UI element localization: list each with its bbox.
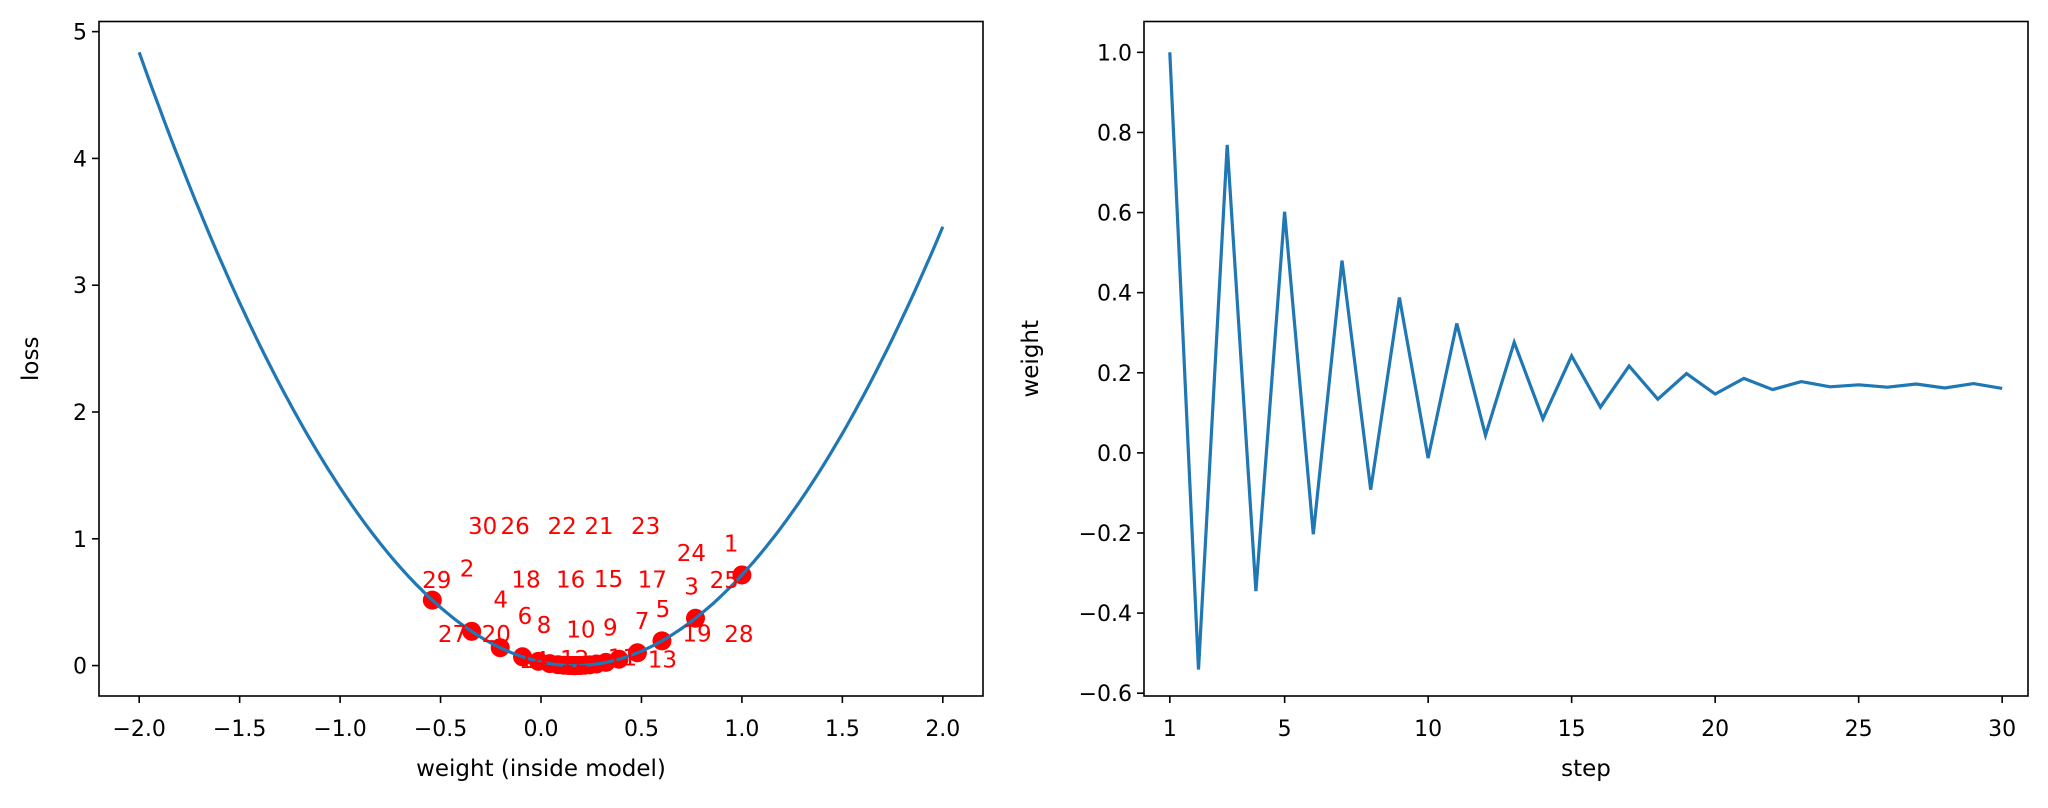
axes-frame <box>1143 20 2029 697</box>
x-tick-label: 25 <box>1845 717 1873 742</box>
x-tick-label: 0.0 <box>524 717 559 742</box>
step-label: 29 <box>422 568 451 594</box>
x-tick-label: 1.5 <box>825 717 860 742</box>
step-label: 24 <box>677 541 706 567</box>
step-label: 16 <box>556 568 585 594</box>
step-label: 8 <box>537 613 552 639</box>
step-label: 7 <box>635 609 650 635</box>
step-label: 25 <box>710 568 739 594</box>
y-tick-label: 5 <box>73 21 87 46</box>
y-tick-label: −0.6 <box>1079 682 1132 707</box>
step-label: 18 <box>511 568 540 594</box>
y-axis-label: weight <box>1018 320 1044 398</box>
step-label: 28 <box>724 622 753 648</box>
x-tick-label: 0.5 <box>624 717 659 742</box>
step-label: 9 <box>603 615 618 641</box>
weight-line <box>1168 52 2003 670</box>
y-tick-label: 0.4 <box>1097 282 1132 307</box>
step-label: 2 <box>460 556 475 582</box>
plot-area <box>137 51 945 676</box>
step-label: 5 <box>656 597 671 623</box>
step-label: 26 <box>501 514 530 540</box>
x-tick-label: 1.0 <box>724 717 759 742</box>
step-label: 15 <box>594 567 623 593</box>
y-tick-label: 0.2 <box>1097 362 1132 387</box>
y-axis-label: loss <box>18 337 44 381</box>
step-label: 10 <box>566 618 595 644</box>
step-label: 12 <box>560 647 589 673</box>
x-tick-label: −1.0 <box>313 717 366 742</box>
x-axis-label: weight (inside model) <box>416 756 666 782</box>
x-tick-label: −2.0 <box>112 717 165 742</box>
step-label: 6 <box>518 604 533 630</box>
y-tick-label: 0.8 <box>1097 121 1132 146</box>
step-label: 13 <box>648 647 677 673</box>
step-label: 23 <box>631 514 660 540</box>
x-tick-label: −0.5 <box>414 717 467 742</box>
x-tick-label: 1 <box>1163 717 1177 742</box>
y-tick-label: −0.4 <box>1079 602 1132 627</box>
x-tick-label: 20 <box>1701 717 1729 742</box>
x-axis-label: step <box>1561 756 1611 782</box>
step-label: 11 <box>608 646 637 672</box>
step-label: 22 <box>548 514 577 540</box>
y-tick-label: 1.0 <box>1097 41 1132 66</box>
x-tick-label: 2.0 <box>925 717 960 742</box>
step-label: 4 <box>493 588 508 614</box>
step-label: 19 <box>682 622 711 648</box>
y-tick-label: 2 <box>73 401 87 426</box>
y-tick-label: 0.6 <box>1097 202 1132 227</box>
y-tick-label: 0.0 <box>1097 442 1132 467</box>
weight-chart: 1 5 10 15 20 25 30−0.6−0.4−0.20.00.20.40.60.81… <box>1018 20 2029 782</box>
step-label: 20 <box>482 622 511 648</box>
x-tick-label: 15 <box>1558 717 1586 742</box>
step-label: 17 <box>638 568 667 594</box>
step-label: 21 <box>584 514 613 540</box>
step-label: 3 <box>684 575 699 601</box>
step-label: 1 <box>724 531 739 557</box>
y-tick-label: −0.2 <box>1079 522 1132 547</box>
step-label: 14 <box>519 648 548 674</box>
step-label: 30 <box>468 514 497 540</box>
x-tick-label: 10 <box>1414 717 1442 742</box>
y-tick-label: 1 <box>73 528 87 553</box>
x-tick-label: 30 <box>1988 717 2016 742</box>
plot-area <box>1168 52 2003 670</box>
y-tick-label: 4 <box>73 147 87 172</box>
axes-frame <box>98 20 984 697</box>
x-tick-label: −1.5 <box>213 717 266 742</box>
x-tick-label: 5 <box>1278 717 1292 742</box>
y-tick-label: 3 <box>73 274 87 299</box>
loss-curve <box>137 51 945 668</box>
y-tick-label: 0 <box>73 655 87 680</box>
step-label: 27 <box>438 622 467 648</box>
